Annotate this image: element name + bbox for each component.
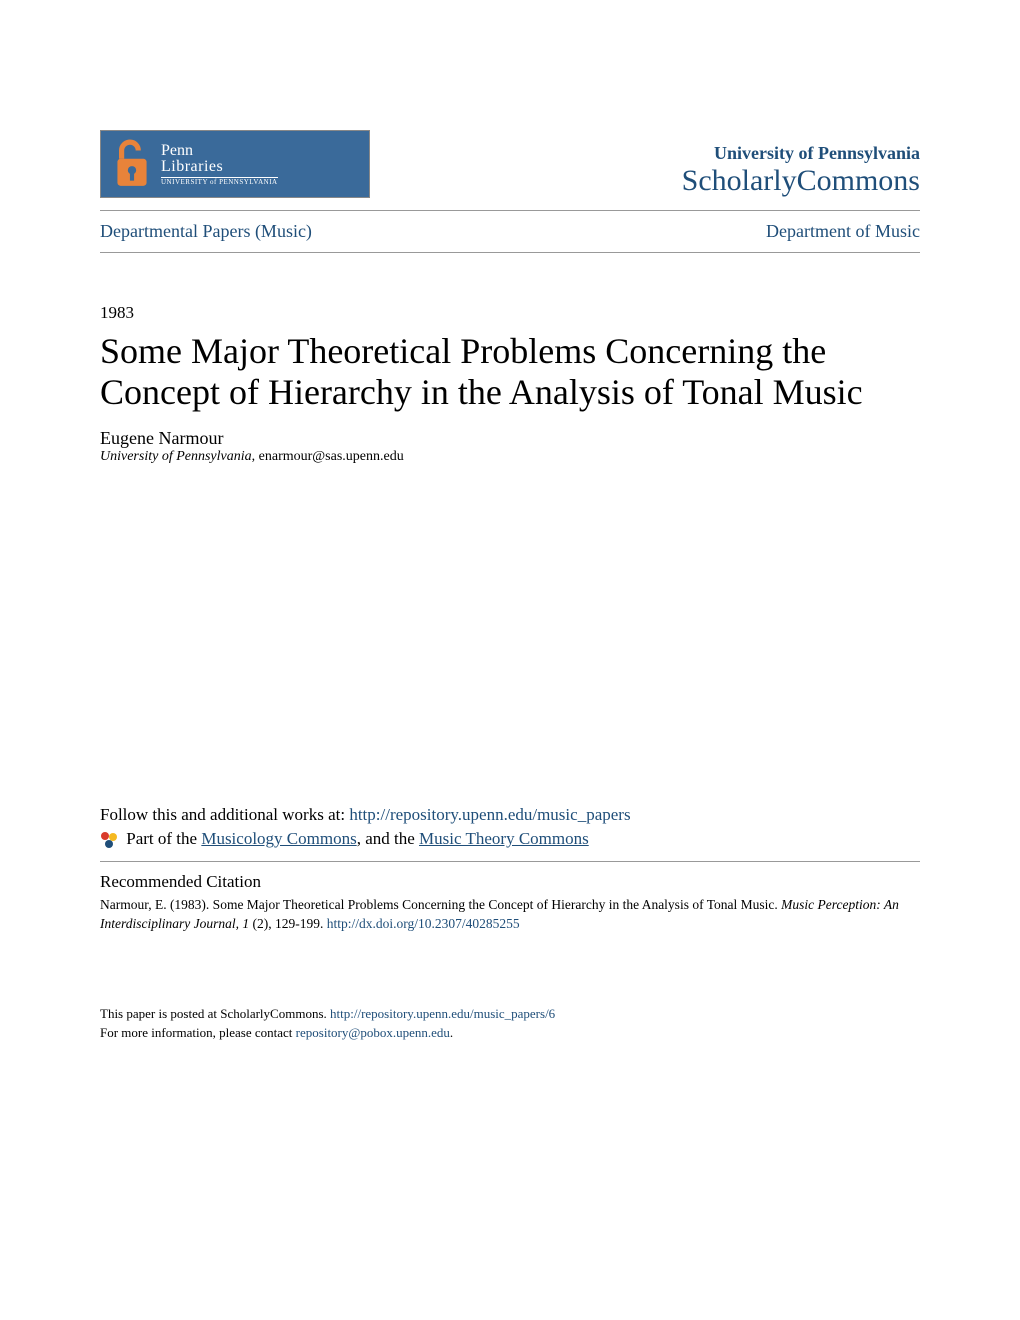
department-link[interactable]: Department of Music <box>766 221 920 242</box>
divider-citation <box>100 861 920 862</box>
repository-name[interactable]: ScholarlyCommons <box>682 164 920 198</box>
logo-penn-text: Penn <box>161 143 278 159</box>
paper-title: Some Major Theoretical Problems Concerni… <box>100 331 920 414</box>
footer-paper-link[interactable]: http://repository.upenn.edu/music_papers… <box>330 1006 555 1021</box>
divider-top <box>100 210 920 211</box>
penn-libraries-logo[interactable]: Penn Libraries UNIVERSITY of PENNSYLVANI… <box>100 130 370 198</box>
footer-posted-prefix: This paper is posted at ScholarlyCommons… <box>100 1006 330 1021</box>
citation-text: Narmour, E. (1983). Some Major Theoretic… <box>100 896 920 934</box>
author-name: Eugene Narmour <box>100 428 920 449</box>
and-text: , and the <box>357 829 419 848</box>
part-prefix: Part of the <box>122 829 201 848</box>
footer-line-1: This paper is posted at ScholarlyCommons… <box>100 1004 920 1024</box>
logo-university-text: UNIVERSITY of PENNSYLVANIA <box>161 177 278 186</box>
footer-line-2: For more information, please contact rep… <box>100 1023 920 1043</box>
network-icon <box>100 831 118 849</box>
commons-link-2[interactable]: Music Theory Commons <box>419 829 589 848</box>
university-name[interactable]: University of Pennsylvania <box>682 143 920 164</box>
footer-contact-link[interactable]: repository@pobox.upenn.edu <box>296 1025 450 1040</box>
part-of-line: Part of the Musicology Commons, and the … <box>100 829 920 849</box>
header: Penn Libraries UNIVERSITY of PENNSYLVANI… <box>100 130 920 198</box>
citation-pages: (2), 129-199. <box>252 916 326 931</box>
breadcrumb-nav: Departmental Papers (Music) Department o… <box>100 215 920 248</box>
institution-block: University of Pennsylvania ScholarlyComm… <box>682 143 920 198</box>
collection-link[interactable]: Departmental Papers (Music) <box>100 221 312 242</box>
affiliation-email: , enarmour@sas.upenn.edu <box>252 449 404 464</box>
affiliation-institution: University of Pennsylvania <box>100 449 252 464</box>
open-access-lock-icon <box>111 138 153 190</box>
citation-heading: Recommended Citation <box>100 872 920 892</box>
author-affiliation: University of Pennsylvania, enarmour@sas… <box>100 449 920 465</box>
citation-author-year: Narmour, E. (1983). Some Major Theoretic… <box>100 897 781 912</box>
commons-link-1[interactable]: Musicology Commons <box>201 829 356 848</box>
footer-suffix: . <box>450 1025 453 1040</box>
publication-year: 1983 <box>100 303 920 323</box>
logo-text: Penn Libraries UNIVERSITY of PENNSYLVANI… <box>161 143 278 186</box>
citation-doi-link[interactable]: http://dx.doi.org/10.2307/40285255 <box>327 916 520 931</box>
footer: This paper is posted at ScholarlyCommons… <box>100 1004 920 1043</box>
logo-libraries-text: Libraries <box>161 159 278 175</box>
footer-contact-prefix: For more information, please contact <box>100 1025 296 1040</box>
divider-nav <box>100 252 920 253</box>
follow-section: Follow this and additional works at: htt… <box>100 805 920 849</box>
follow-line: Follow this and additional works at: htt… <box>100 805 920 825</box>
follow-url-link[interactable]: http://repository.upenn.edu/music_papers <box>349 805 630 824</box>
follow-prefix: Follow this and additional works at: <box>100 805 349 824</box>
